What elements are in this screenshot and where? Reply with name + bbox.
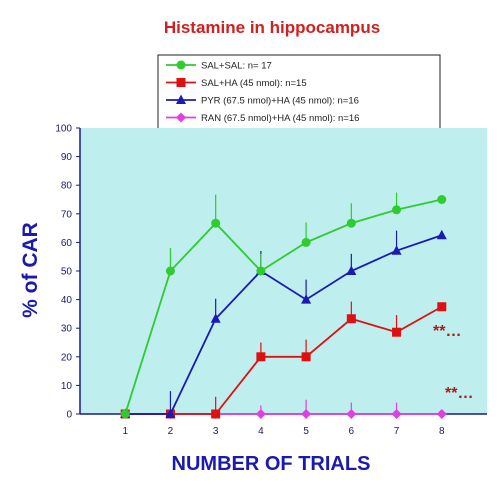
x-tick-label: 2: [168, 426, 174, 437]
data-point: [436, 409, 447, 419]
data-point: [301, 409, 312, 419]
y-tick-label: 70: [61, 209, 73, 220]
data-point: [301, 294, 312, 304]
y-tick-label: 100: [55, 124, 72, 135]
legend-label: PYR (67.5 nmol)+HA (45 nmol): n=16: [201, 96, 359, 107]
x-axis-title: NUMBER OF TRIALS: [172, 453, 371, 475]
data-point: [210, 313, 221, 323]
legend-marker: [176, 60, 186, 70]
legend-items: SAL+SAL: n= 17 SAL+HA (45 nmol): n=15 PYR …: [166, 60, 359, 124]
data-point: [211, 409, 221, 419]
data-point: [392, 327, 402, 337]
data-point: [392, 205, 402, 215]
data-point: [346, 265, 357, 275]
x-tick-label: 5: [303, 426, 309, 437]
data-point: [391, 409, 402, 419]
y-tick-label: 50: [61, 267, 73, 278]
data-point: [301, 352, 311, 362]
y-tick-label: 90: [61, 152, 73, 163]
x-tick-label: 1: [122, 426, 128, 437]
series-line: [124, 198, 442, 415]
y-tick-label: 40: [61, 295, 73, 306]
x-tick-label: 4: [258, 426, 264, 437]
data-point: [346, 314, 356, 324]
legend-label: SAL+HA (45 nmol): n=15: [201, 78, 307, 89]
data-point: [436, 229, 447, 240]
data-point: [256, 266, 266, 276]
annotations: **… **…: [433, 323, 473, 402]
y-tick-label: 60: [61, 238, 73, 249]
y-tick-label: 20: [61, 352, 73, 363]
data-point: [391, 245, 402, 255]
legend-marker: [176, 112, 186, 123]
data-point: [165, 266, 175, 276]
data-point: [437, 195, 447, 204]
series-line: [125, 234, 443, 415]
data-point: [211, 218, 221, 228]
series-1: [120, 192, 447, 419]
significance-label: **…: [445, 385, 473, 402]
legend-label: SAL+SAL: n= 17: [201, 61, 272, 72]
legend-label: RAN (67.5 nmol)+HA (45 nmol): n=16: [201, 113, 359, 124]
legend-marker: [176, 78, 186, 87]
data-point: [165, 408, 176, 418]
x-tick-label: 7: [394, 426, 400, 437]
data-point: [346, 409, 357, 419]
y-tick-label: 80: [61, 181, 73, 192]
plot-area: [80, 128, 487, 414]
significance-label: **…: [433, 323, 461, 340]
series-line: [125, 305, 443, 415]
legend: [157, 54, 441, 138]
y-tick-label: 0: [66, 410, 72, 421]
x-tick-label: 6: [349, 426, 355, 437]
x-tick-label: 8: [439, 426, 445, 437]
data-point: [120, 409, 130, 419]
chart-title: Histamine in hippocampus: [164, 18, 380, 37]
data-point: [301, 237, 311, 247]
series-layer: [120, 192, 447, 419]
data-point: [256, 352, 266, 362]
y-tick-label: 30: [61, 324, 73, 335]
data-point: [255, 409, 266, 419]
y-tick-label: 10: [61, 381, 73, 392]
x-tick-label: 3: [213, 426, 219, 437]
data-point: [437, 302, 447, 312]
y-axis-title: % of CAR: [19, 222, 42, 318]
data-point: [346, 218, 356, 228]
legend-marker: [176, 94, 186, 104]
